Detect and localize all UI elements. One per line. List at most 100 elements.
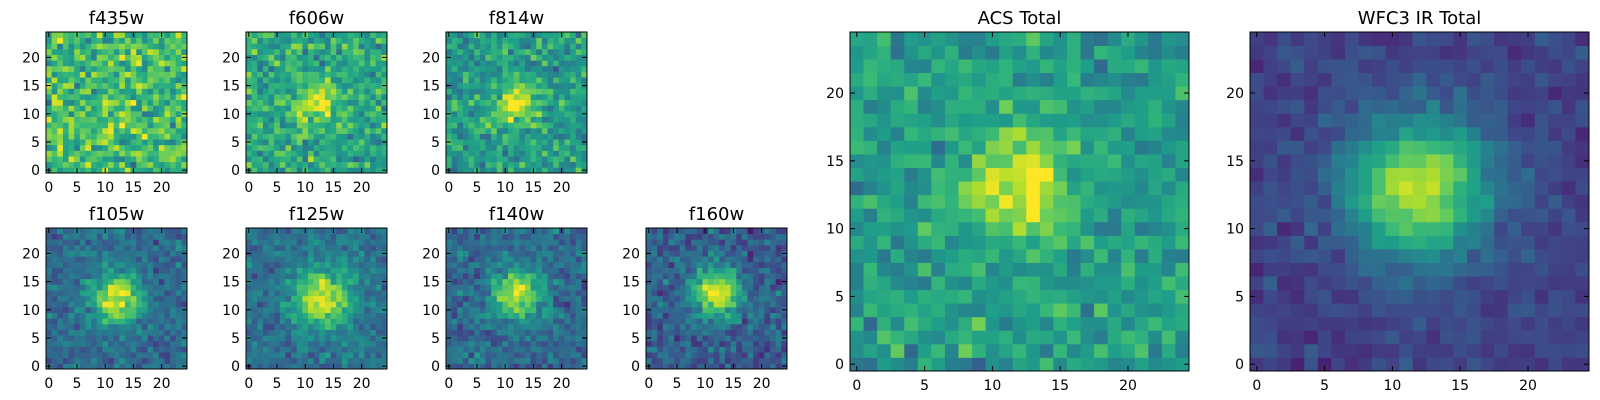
pixel-cell (1066, 181, 1081, 196)
pixel-cell (850, 343, 864, 358)
pixel-cell (57, 43, 64, 50)
pixel-cell (468, 167, 475, 174)
pixel-cell (285, 306, 292, 313)
pixel-cell (268, 261, 275, 268)
pixel-cell (446, 43, 453, 50)
pixel-cell (96, 323, 103, 330)
pixel-cell (347, 150, 354, 157)
pixel-cell (575, 60, 582, 67)
pixel-cell (536, 346, 543, 353)
pixel-cell (251, 244, 258, 251)
pixel-cell (524, 167, 531, 174)
pixel-cell (753, 239, 760, 246)
pixel-cell (251, 301, 258, 308)
pixel-cell (513, 37, 520, 44)
pixel-cell (74, 290, 81, 297)
pixel-cell (51, 284, 58, 291)
pixel-cell (296, 290, 303, 297)
pixel-cell (268, 122, 275, 129)
x-tick-label: 20 (353, 180, 371, 196)
pixel-cell (508, 54, 515, 61)
pixel-cell (141, 228, 148, 235)
pixel-cell (302, 139, 309, 146)
pixel-cell (364, 273, 371, 280)
pixel-cell (496, 150, 503, 157)
pixel-cell (279, 284, 286, 291)
pixel-cell (51, 133, 58, 140)
pixel-cell (553, 65, 560, 72)
pixel-cell (536, 150, 543, 157)
pixel-cell (685, 329, 692, 336)
pixel-cell (502, 99, 509, 106)
pixel-cell (74, 122, 81, 129)
pixel-cell (468, 357, 475, 364)
pixel-cell (170, 43, 177, 50)
pixel-cell (958, 357, 973, 372)
pixel-cell (508, 228, 515, 235)
pixel-cell (370, 133, 377, 140)
pixel-cell (153, 122, 160, 129)
pixel-cell (158, 105, 165, 112)
pixel-cell (251, 71, 258, 78)
pixel-cell (257, 82, 264, 89)
pixel-cell (547, 290, 554, 297)
pixel-cell (364, 48, 371, 55)
pixel-cell (741, 250, 748, 257)
pixel-cell (917, 357, 932, 372)
pixel-cell (164, 278, 171, 285)
pixel-cell (370, 352, 377, 359)
pixel-cell (91, 150, 98, 157)
pixel-cell (68, 94, 75, 101)
pixel-cell (274, 60, 281, 67)
pixel-cell (68, 239, 75, 246)
pixel-cell (513, 290, 520, 297)
pixel-cell (685, 318, 692, 325)
pixel-cell (462, 244, 469, 251)
pixel-cell (877, 194, 892, 209)
pixel-cell (496, 352, 503, 359)
pixel-cell (736, 295, 743, 302)
pixel-cell (508, 290, 515, 297)
pixel-cell (524, 239, 531, 246)
pixel-cell (1039, 208, 1054, 223)
pixel-cell (308, 150, 315, 157)
pixel-cell (519, 256, 526, 263)
pixel-cell (530, 43, 537, 50)
pixel-cell (691, 233, 698, 240)
pixel-cell (279, 32, 286, 39)
pixel-cell (170, 329, 177, 336)
pixel-cell (158, 261, 165, 268)
pixel-cell (274, 244, 281, 251)
pixel-cell (502, 82, 509, 89)
pixel-cell (324, 116, 331, 123)
pixel-cell (736, 329, 743, 336)
pixel-cell (62, 94, 69, 101)
pixel-cell (257, 94, 264, 101)
pixel-cell (268, 329, 275, 336)
pixel-cell (462, 99, 469, 106)
pixel-cell (313, 127, 320, 134)
pixel-cell (451, 99, 458, 106)
pixel-cell (51, 335, 58, 342)
pixel-cell (302, 65, 309, 72)
pixel-cell (119, 312, 126, 319)
pixel-cell (863, 208, 878, 223)
pixel-cell (719, 363, 726, 370)
pixel-cell (646, 244, 653, 251)
pixel-cell (330, 77, 337, 84)
pixel-cell (308, 139, 315, 146)
pixel-cell (181, 357, 188, 364)
pixel-cell (268, 239, 275, 246)
pixel-cell (513, 144, 520, 151)
pixel-cell (291, 133, 298, 140)
pixel-cell (457, 363, 464, 370)
pixel-cell (147, 60, 154, 67)
pixel-cell (246, 60, 253, 67)
pixel-cell (985, 194, 1000, 209)
pixel-cell (502, 323, 509, 330)
pixel-cell (719, 346, 726, 353)
pixel-cell (136, 318, 143, 325)
pixel-cell (96, 32, 103, 39)
pixel-cell (781, 267, 788, 274)
pixel-cell (558, 233, 565, 240)
